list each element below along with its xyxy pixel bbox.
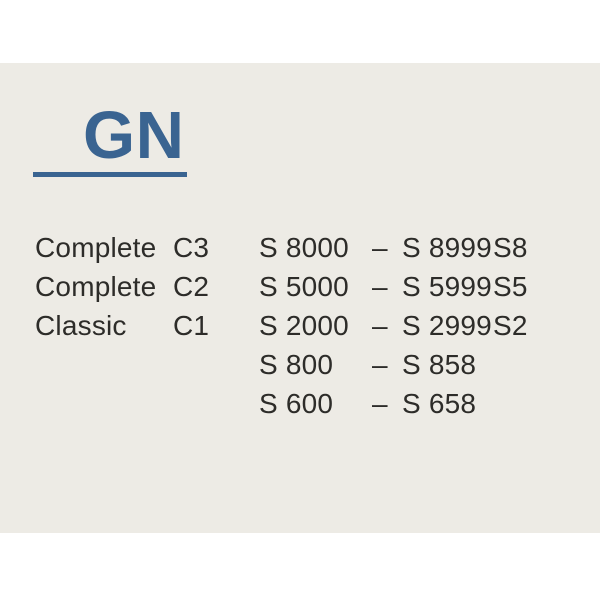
product-line-name: Complete — [35, 270, 157, 302]
serial-range-end: S 858 — [402, 348, 477, 380]
serial-range-end: S 5999 — [402, 270, 492, 302]
serial-range-start: S 600 — [259, 387, 334, 419]
content-sheet — [0, 63, 600, 533]
serial-range-start: S 800 — [259, 348, 334, 380]
serial-range-start: S 2000 — [259, 309, 349, 341]
product-line-code: C2 — [173, 270, 210, 302]
range-dash: – — [372, 387, 388, 419]
series-code: S5 — [493, 270, 528, 302]
product-line-name: Complete — [35, 231, 157, 263]
serial-range-start: S 5000 — [259, 270, 349, 302]
serial-range-end: S 2999 — [402, 309, 492, 341]
series-code: S2 — [493, 309, 528, 341]
product-line-name: Classic — [35, 309, 127, 341]
product-line-code: C3 — [173, 231, 210, 263]
product-line-code: C1 — [173, 309, 210, 341]
series-code: S8 — [493, 231, 528, 263]
range-dash: – — [372, 231, 388, 263]
range-dash: – — [372, 270, 388, 302]
range-dash: – — [372, 309, 388, 341]
range-dash: – — [372, 348, 388, 380]
page-title-block: GN — [33, 98, 187, 177]
serial-range-end: S 658 — [402, 387, 477, 419]
series-table: Complete C3 S 8000 – S 8999 S8 Complete … — [35, 228, 553, 423]
page-title: GN — [83, 98, 185, 173]
serial-range-start: S 8000 — [259, 231, 349, 263]
serial-range-end: S 8999 — [402, 231, 492, 263]
